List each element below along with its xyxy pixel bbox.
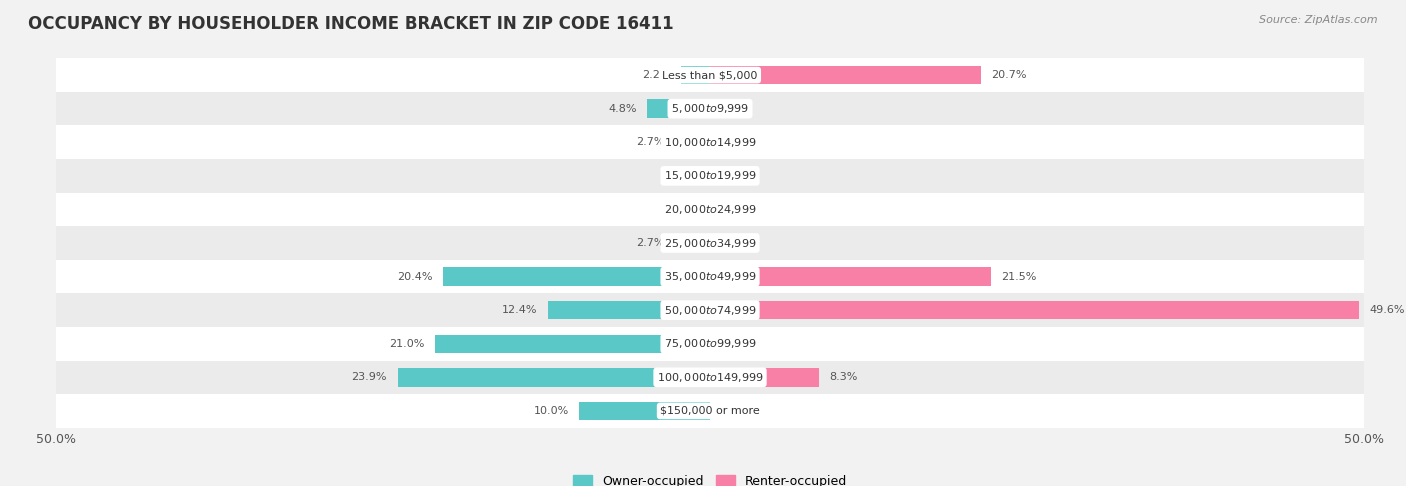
Text: 0.0%: 0.0% bbox=[720, 406, 749, 416]
Bar bbox=[56, 327, 1364, 361]
Text: 21.0%: 21.0% bbox=[389, 339, 425, 349]
Bar bbox=[710, 368, 818, 386]
Text: $10,000 to $14,999: $10,000 to $14,999 bbox=[664, 136, 756, 149]
Text: 0.0%: 0.0% bbox=[720, 137, 749, 147]
Bar bbox=[56, 192, 1364, 226]
Text: $20,000 to $24,999: $20,000 to $24,999 bbox=[664, 203, 756, 216]
Bar bbox=[579, 401, 710, 420]
Bar bbox=[710, 66, 981, 85]
Bar bbox=[675, 234, 710, 252]
Bar bbox=[56, 294, 1364, 327]
Text: 12.4%: 12.4% bbox=[502, 305, 537, 315]
Text: 0.0%: 0.0% bbox=[671, 171, 700, 181]
Text: OCCUPANCY BY HOUSEHOLDER INCOME BRACKET IN ZIP CODE 16411: OCCUPANCY BY HOUSEHOLDER INCOME BRACKET … bbox=[28, 15, 673, 33]
Bar bbox=[675, 133, 710, 152]
Text: 0.0%: 0.0% bbox=[720, 238, 749, 248]
Text: 0.0%: 0.0% bbox=[671, 205, 700, 214]
Bar bbox=[56, 159, 1364, 192]
Text: 0.0%: 0.0% bbox=[720, 171, 749, 181]
Text: 4.8%: 4.8% bbox=[609, 104, 637, 114]
Text: $75,000 to $99,999: $75,000 to $99,999 bbox=[664, 337, 756, 350]
Text: Less than $5,000: Less than $5,000 bbox=[662, 70, 758, 80]
Text: 20.7%: 20.7% bbox=[991, 70, 1026, 80]
Bar bbox=[56, 92, 1364, 125]
Text: 0.0%: 0.0% bbox=[720, 104, 749, 114]
Bar bbox=[443, 267, 710, 286]
Bar bbox=[682, 66, 710, 85]
Text: 23.9%: 23.9% bbox=[352, 372, 387, 382]
Bar bbox=[647, 100, 710, 118]
Bar bbox=[56, 260, 1364, 294]
Bar bbox=[548, 301, 710, 319]
Text: 2.7%: 2.7% bbox=[636, 238, 664, 248]
Text: 49.6%: 49.6% bbox=[1369, 305, 1405, 315]
Text: 20.4%: 20.4% bbox=[398, 272, 433, 281]
Text: $25,000 to $34,999: $25,000 to $34,999 bbox=[664, 237, 756, 249]
Text: $15,000 to $19,999: $15,000 to $19,999 bbox=[664, 169, 756, 182]
Bar bbox=[710, 301, 1358, 319]
Text: $5,000 to $9,999: $5,000 to $9,999 bbox=[671, 102, 749, 115]
Bar bbox=[56, 125, 1364, 159]
Bar bbox=[398, 368, 710, 386]
Text: 0.0%: 0.0% bbox=[720, 339, 749, 349]
Bar bbox=[56, 394, 1364, 428]
Text: $35,000 to $49,999: $35,000 to $49,999 bbox=[664, 270, 756, 283]
Text: 8.3%: 8.3% bbox=[830, 372, 858, 382]
Text: Source: ZipAtlas.com: Source: ZipAtlas.com bbox=[1260, 15, 1378, 25]
Text: 2.7%: 2.7% bbox=[636, 137, 664, 147]
Text: 2.2%: 2.2% bbox=[643, 70, 671, 80]
Bar bbox=[56, 58, 1364, 92]
Bar bbox=[710, 267, 991, 286]
Bar bbox=[56, 226, 1364, 260]
Bar bbox=[436, 334, 710, 353]
Text: $100,000 to $149,999: $100,000 to $149,999 bbox=[657, 371, 763, 384]
Legend: Owner-occupied, Renter-occupied: Owner-occupied, Renter-occupied bbox=[574, 475, 846, 486]
Text: 10.0%: 10.0% bbox=[533, 406, 569, 416]
Text: $150,000 or more: $150,000 or more bbox=[661, 406, 759, 416]
Text: 0.0%: 0.0% bbox=[720, 205, 749, 214]
Bar bbox=[56, 361, 1364, 394]
Text: 21.5%: 21.5% bbox=[1001, 272, 1038, 281]
Text: $50,000 to $74,999: $50,000 to $74,999 bbox=[664, 304, 756, 317]
